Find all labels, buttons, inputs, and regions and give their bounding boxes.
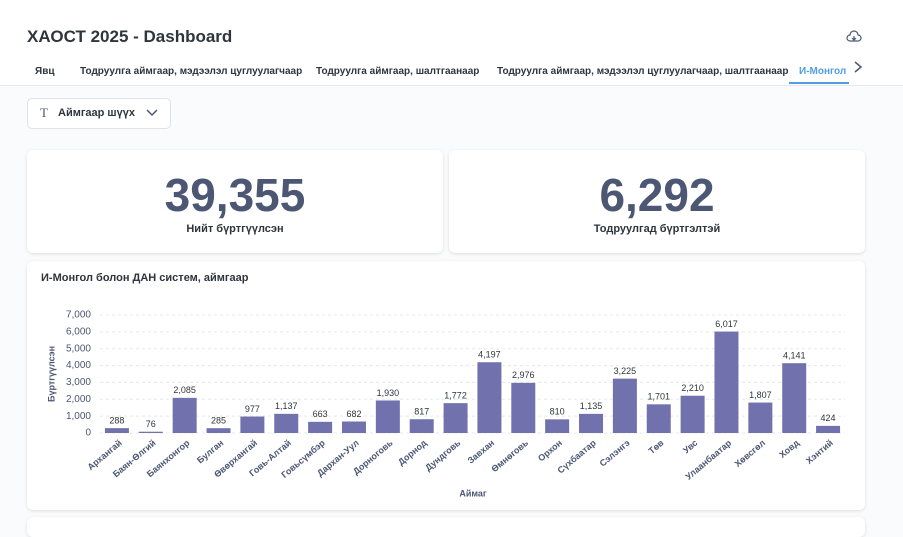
value-label: 1,807 <box>749 390 772 400</box>
value-label: 1,772 <box>444 391 467 401</box>
x-tick-label: Дундговь <box>423 437 463 473</box>
value-label: 1,137 <box>275 401 298 411</box>
bar <box>477 362 502 433</box>
bar <box>816 425 841 433</box>
bar <box>138 431 163 433</box>
y-tick-label: 7,000 <box>66 310 91 321</box>
x-tick-label: Ховд <box>777 438 801 460</box>
x-tick-label: Төв <box>646 437 665 456</box>
bar <box>172 397 197 433</box>
bar <box>579 413 604 433</box>
kpi-value: 39,355 <box>164 169 306 221</box>
bar <box>341 421 366 433</box>
value-label: 977 <box>245 404 260 414</box>
kpi-card: 6,292 Тодруулгад бүртгэлтэй <box>449 150 865 253</box>
x-tick-label: Хөвсгөл <box>733 438 768 469</box>
bar <box>612 378 637 433</box>
tab-underline <box>789 82 849 84</box>
y-tick-label: 3,000 <box>66 377 91 388</box>
x-axis-title: Аймаг <box>459 488 487 498</box>
value-label: 663 <box>313 409 328 419</box>
chart-title: И-Монгол болон ДАН систем, аймгаар <box>41 272 249 284</box>
tab[interactable]: Явц <box>35 66 55 77</box>
value-label: 2,085 <box>173 385 196 395</box>
download-icon[interactable] <box>846 30 862 44</box>
chevron <box>146 109 158 117</box>
kpi-label: Нийт бүртгүүлсэн <box>186 223 284 235</box>
dashboard-title: ХАОСТ 2025 - Dashboard <box>27 27 233 46</box>
value-label: 4,197 <box>478 350 501 360</box>
bar <box>680 395 705 433</box>
bar <box>274 413 299 433</box>
filter-icon: T <box>40 105 48 120</box>
value-label: 6,017 <box>715 319 738 329</box>
y-tick-label: 1,000 <box>66 411 91 422</box>
tab-scroll[interactable] <box>852 60 864 74</box>
x-tick-label: Орхон <box>536 438 564 464</box>
x-tick-label: Дорнод <box>396 438 429 468</box>
tab-active[interactable]: И-Монгол б <box>799 66 849 77</box>
kpi-value: 6,292 <box>599 169 715 221</box>
bar <box>714 331 739 433</box>
chart: И-Монгол болон ДАН систем, аймгаар Аймаг… <box>41 272 845 498</box>
value-label: 288 <box>109 416 124 426</box>
tab[interactable]: Тодруулга аймгаар, мэдээлэл цуглуулагчаа… <box>80 66 303 77</box>
kpi-label: Тодруулгад бүртгэлтэй <box>593 223 721 235</box>
value-label: 817 <box>414 407 429 417</box>
value-label: 1,135 <box>580 401 603 411</box>
bar <box>409 419 434 433</box>
y-tick-label: 6,000 <box>66 326 91 337</box>
value-label: 2,210 <box>681 383 704 393</box>
y-tick-label: 0 <box>85 428 91 439</box>
value-label: 4,141 <box>783 351 806 361</box>
tab[interactable]: Тодруулга аймгаар, шалтгаанаар <box>316 66 480 77</box>
tab[interactable]: Тодруулга аймгаар, мэдээлэл цуглуулагчаа… <box>497 66 789 77</box>
y-tick-label: 2,000 <box>66 394 91 405</box>
bar <box>240 416 265 433</box>
value-label: 810 <box>550 407 565 417</box>
value-label: 682 <box>346 409 361 419</box>
bar <box>443 403 468 433</box>
bar <box>206 428 231 433</box>
value-label: 424 <box>821 413 836 423</box>
value-label: 3,225 <box>614 366 637 376</box>
value-label: 285 <box>211 416 226 426</box>
bar <box>646 404 671 433</box>
bar <box>545 419 570 433</box>
filter-button[interactable]: T Аймгаар шүүх <box>27 98 171 129</box>
value-label: 2,976 <box>512 370 535 380</box>
bar <box>748 402 773 433</box>
bar <box>308 421 333 433</box>
value-label: 1,701 <box>647 392 670 402</box>
x-tick-label: Сэлэнгэ <box>598 438 632 469</box>
y-axis-title: Бүртгүүлсэн <box>46 346 56 402</box>
value-label: 1,930 <box>377 388 400 398</box>
value-label: 76 <box>146 419 156 429</box>
y-tick-label: 5,000 <box>66 343 91 354</box>
bar <box>375 400 400 433</box>
y-tick-label: 4,000 <box>66 360 91 371</box>
x-tick-label: Өмнөговь <box>489 437 530 474</box>
x-tick-label: Булган <box>195 438 225 466</box>
page: ХАОСТ 2025 - Dashboard Явц Тодруулга айм… <box>0 0 903 499</box>
x-tick-label: Увс <box>681 438 699 456</box>
top-bar <box>0 0 903 86</box>
kpi-card: 39,355 Нийт бүртгүүлсэн <box>27 150 443 253</box>
bar <box>782 363 807 433</box>
bar <box>511 382 536 433</box>
x-tick-label: Хэнтий <box>804 438 835 466</box>
x-tick-label: Завхан <box>466 438 497 466</box>
filter-label: Аймгаар шүүх <box>58 107 135 119</box>
bar <box>104 428 129 433</box>
